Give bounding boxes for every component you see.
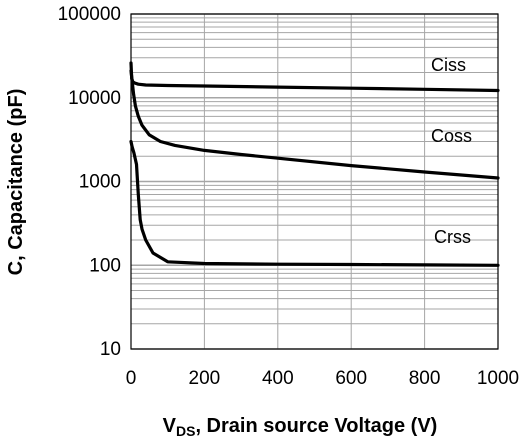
series-annotations: Ciss Coss Crss xyxy=(431,55,472,247)
x-tick-label: 800 xyxy=(409,368,441,389)
y-axis-title: C, Capacitance (pF) xyxy=(5,89,27,276)
y-tick-label: 10 xyxy=(100,339,121,360)
x-tick-label: 200 xyxy=(189,368,221,389)
x-tick-label: 400 xyxy=(262,368,294,389)
x-axis-title-rest: , Drain source Voltage (V) xyxy=(195,415,437,437)
plot-frame xyxy=(130,13,499,350)
annotation-ciss: Ciss xyxy=(431,55,466,75)
x-tick-label: 1000 xyxy=(477,368,519,389)
x-axis-title-main: V xyxy=(163,415,177,437)
y-tick-labels: 10 100 1000 10000 100000 xyxy=(58,4,121,360)
x-tick-labels: 0 200 400 600 800 1000 xyxy=(126,368,519,389)
x-tick-label: 600 xyxy=(335,368,367,389)
x-axis-title: VDS, Drain source Voltage (V) xyxy=(163,415,438,439)
series-line-crss xyxy=(129,139,500,267)
annotation-coss: Coss xyxy=(431,126,472,146)
plot-border xyxy=(130,13,499,350)
series-line-coss xyxy=(129,69,500,180)
y-tick-label: 10000 xyxy=(68,88,121,109)
x-tick-label: 0 xyxy=(126,368,137,389)
y-tick-label: 100 xyxy=(89,255,121,276)
series-lines xyxy=(129,61,500,267)
x-axis-title-subscript: DS xyxy=(176,423,195,439)
y-tick-label: 100000 xyxy=(58,4,121,25)
grid-lines xyxy=(131,13,498,350)
annotation-crss: Crss xyxy=(434,227,471,247)
y-tick-label: 1000 xyxy=(79,172,121,193)
